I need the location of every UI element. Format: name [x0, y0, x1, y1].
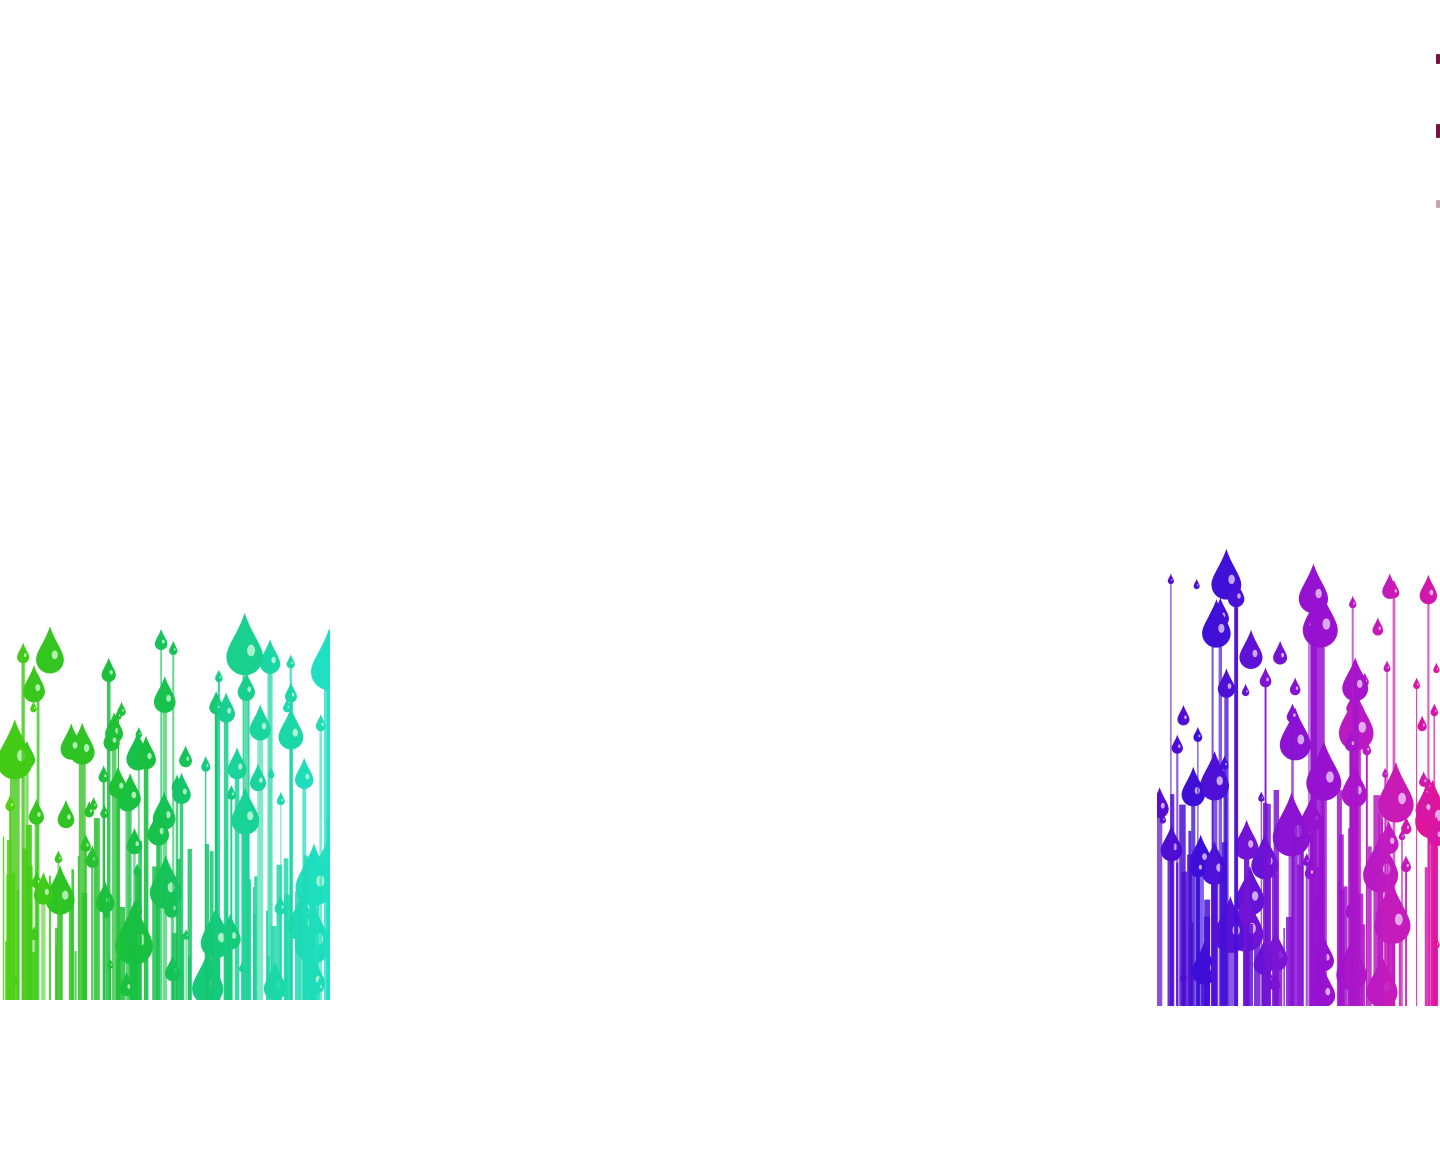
paint-streak [1263, 803, 1267, 1006]
purple-drips-graphic [1157, 520, 1440, 1006]
paint-streak [3, 836, 5, 1000]
paint-streak [326, 819, 330, 1000]
paint-streak [1393, 910, 1395, 1007]
paint-streak [82, 893, 88, 1000]
paint-streak [295, 892, 301, 1001]
paint-streak [1358, 894, 1363, 1006]
paint-streak [55, 947, 57, 1000]
paint-streak [307, 946, 312, 1000]
paint-streak [1388, 938, 1393, 1006]
paint-streak [1188, 831, 1191, 1006]
paint-drip [1273, 641, 1287, 665]
paint-streak [1348, 828, 1354, 1006]
paint-streak [1292, 822, 1298, 1006]
paint-streak [1338, 882, 1340, 1006]
paint-streak [1381, 819, 1383, 1006]
paint-streak [205, 844, 210, 1000]
paint-drip [36, 626, 64, 673]
paint-streak [1274, 790, 1280, 1006]
paint-streak [172, 933, 178, 1000]
paint-streak [266, 911, 268, 1000]
paint-drip [1177, 705, 1189, 726]
paint-streak [303, 868, 306, 1000]
paint-streak [135, 870, 141, 1000]
paint-streak [1320, 817, 1324, 1006]
paint-streak [1267, 856, 1271, 1006]
paint-streak [152, 866, 158, 1000]
paint-streak [1286, 917, 1292, 1006]
paint-streak [1431, 841, 1437, 1006]
paint-drip [1372, 617, 1383, 635]
paint-streak [94, 818, 100, 1000]
paint-streak [216, 941, 221, 1000]
paint-streak [1168, 859, 1174, 1007]
paint-streak [1399, 938, 1401, 1006]
edge-fragment-mark [1436, 54, 1440, 64]
paint-streak [1354, 808, 1358, 1006]
paint-streak [1254, 944, 1260, 1006]
edge-fragment-mark [1436, 124, 1440, 138]
paint-streak [226, 841, 228, 1000]
paint-streak [210, 851, 214, 1000]
paint-drip [179, 745, 192, 767]
paint-streak [1183, 920, 1186, 1006]
paint-drip [1202, 599, 1231, 648]
paint-streak [78, 856, 80, 1000]
paint-streak [253, 887, 255, 1000]
paint-streak [1301, 839, 1304, 1006]
paint-streak [1204, 900, 1210, 1006]
paint-streak [1176, 863, 1178, 1006]
edge-fragment-mark [1436, 200, 1440, 208]
paint-drip [1194, 579, 1200, 589]
paint-streak [247, 835, 249, 1000]
paint-streak [1368, 846, 1372, 1006]
paint-streak [1222, 842, 1227, 1006]
paint-drip [30, 701, 36, 712]
paint-streak [12, 873, 16, 1000]
cropped-image-edge-fragment [1435, 40, 1440, 220]
paint-streak [277, 865, 282, 1000]
green-drips-graphic [0, 585, 330, 1000]
paint-streak [1247, 924, 1253, 1006]
paint-streak [17, 890, 20, 1000]
green-paint-drips-image [0, 585, 330, 1000]
paint-drip [250, 764, 266, 792]
paint-drip [1433, 663, 1439, 674]
paint-drip [61, 723, 82, 759]
paint-streak [71, 869, 74, 1000]
purple-paint-drips-image [1157, 520, 1440, 1006]
paint-streak [26, 825, 31, 1000]
paint-drip [1418, 715, 1427, 731]
paint-streak [130, 942, 135, 1000]
paint-streak [1425, 867, 1428, 1006]
paint-drip [226, 613, 263, 675]
paint-drip [1242, 684, 1249, 696]
paint-drip [58, 800, 75, 828]
paint-streak [75, 951, 77, 1000]
paint-streak [181, 934, 184, 1000]
paint-streak [116, 958, 120, 1001]
paint-streak [1283, 928, 1285, 1006]
paint-streak [49, 876, 51, 1000]
paint-streak [1373, 795, 1379, 1006]
paint-drip [1290, 677, 1301, 695]
paint-drip [1419, 771, 1428, 787]
paint-drip [1378, 762, 1414, 822]
paint-streak [1343, 886, 1347, 1006]
paint-drip [1239, 630, 1262, 669]
paint-streak [5, 941, 8, 1000]
paint-streak [188, 957, 191, 1000]
paint-streak [1297, 865, 1300, 1006]
paint-streak [284, 895, 289, 1000]
paint-streak [60, 889, 62, 1000]
paint-streak [271, 926, 276, 1000]
